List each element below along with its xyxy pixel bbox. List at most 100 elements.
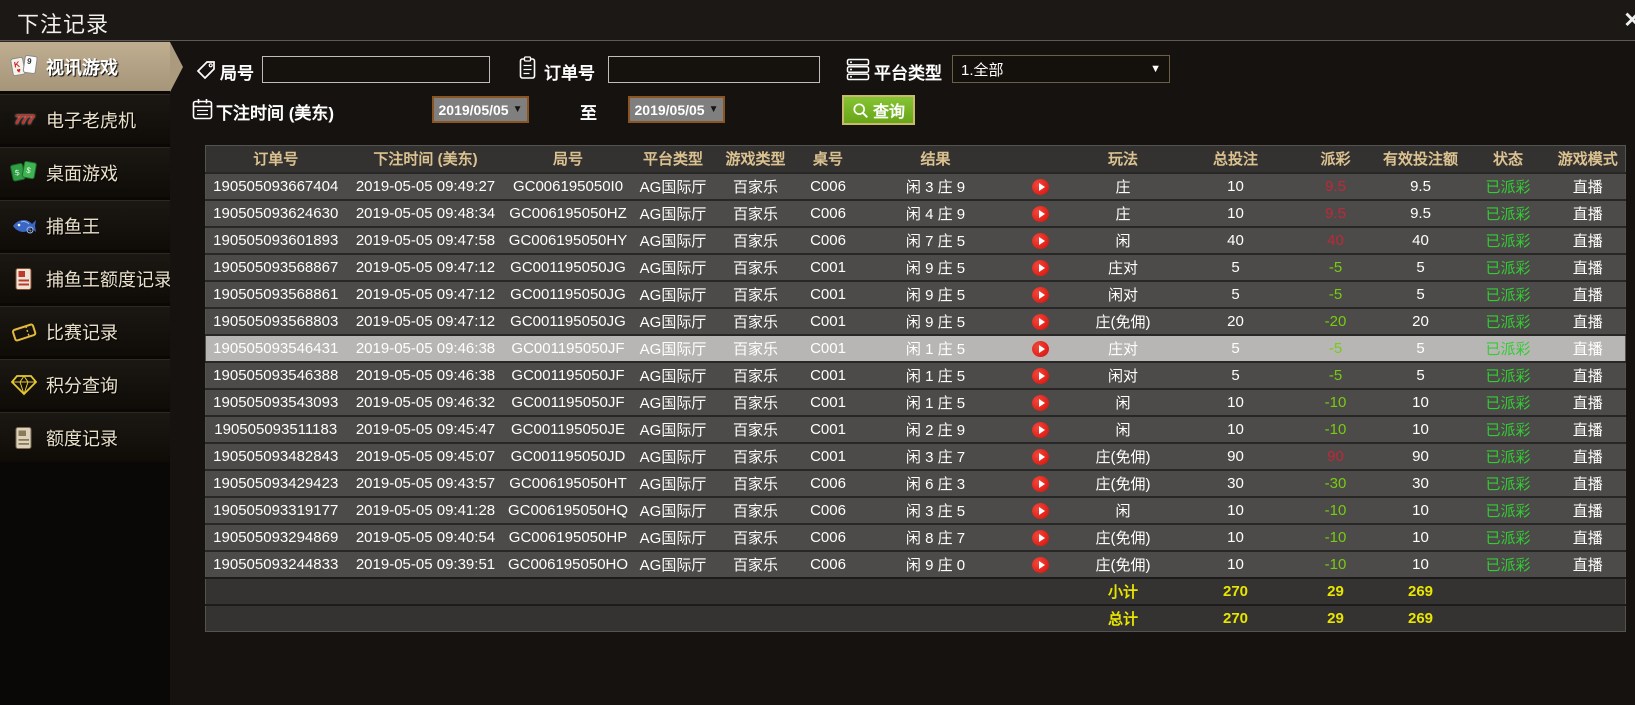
table-row[interactable]: 190505093601893 2019-05-05 09:47:58 GC0061… — [205, 225, 1626, 254]
table-row[interactable]: 190505093568867 2019-05-05 09:47:12 GC0011… — [205, 252, 1626, 281]
calendar-icon — [192, 98, 213, 120]
cell-valid: 5 — [1375, 360, 1466, 389]
sidebar-item-3[interactable]: + 捕鱼王 — [0, 200, 170, 250]
cell-time: 2019-05-05 09:45:47 — [345, 414, 506, 443]
sidebar-item-5[interactable]: 比赛记录 — [0, 306, 170, 356]
grand-total-spacer-right — [1465, 603, 1626, 632]
cell-play_type: 闲对 — [1070, 279, 1176, 308]
sidebar-item-label: 电子老虎机 — [46, 110, 136, 131]
cell-status: 已派彩 — [1465, 252, 1551, 281]
cell-mode: 直播 — [1550, 549, 1626, 578]
cell-valid: 10 — [1375, 549, 1466, 578]
col-header-playtype: 玩法 — [1070, 145, 1176, 173]
cell-total: 30 — [1175, 468, 1296, 497]
cell-valid: 5 — [1375, 333, 1466, 362]
cell-play_type: 庄 — [1070, 198, 1176, 227]
col-header-tableno: 桌号 — [795, 145, 861, 173]
cell-payout: -10 — [1295, 495, 1376, 524]
sidebar-item-4[interactable]: 捕鱼王额度记录 — [0, 253, 172, 303]
replay-play-icon[interactable] — [1032, 421, 1049, 438]
table-row[interactable]: 190505093244833 2019-05-05 09:39:51 GC0061… — [205, 549, 1626, 578]
table-row[interactable]: 190505093429423 2019-05-05 09:43:57 GC0061… — [205, 468, 1626, 497]
table-row[interactable]: 190505093624630 2019-05-05 09:48:34 GC0061… — [205, 198, 1626, 227]
cell-game: 百家乐 — [715, 198, 796, 227]
cell-round: GC006195050HQ — [505, 495, 631, 524]
order-number-input[interactable] — [608, 56, 820, 83]
titlebar: 下注记录 ✕ — [0, 0, 1635, 41]
cell-mode: 直播 — [1550, 495, 1626, 524]
cell-table_no: C006 — [795, 468, 861, 497]
replay-play-icon[interactable] — [1032, 556, 1049, 573]
cell-order: 190505093482843 — [205, 441, 346, 470]
sidebar-item-1[interactable]: 777 电子老虎机 — [0, 94, 170, 144]
cell-table_no: C001 — [795, 414, 861, 443]
cell-round: GC001195050JG — [505, 252, 631, 281]
replay-play-icon[interactable] — [1032, 502, 1049, 519]
table-row[interactable]: 190505093482843 2019-05-05 09:45:07 GC0011… — [205, 441, 1626, 470]
replay-play-icon[interactable] — [1032, 286, 1049, 303]
subtotal-spacer-right — [1465, 576, 1626, 605]
table-row[interactable]: 190505093511183 2019-05-05 09:45:47 GC0011… — [205, 414, 1626, 443]
date-to-picker[interactable]: 2019/05/05 ▼ — [628, 96, 725, 123]
replay-play-icon[interactable] — [1032, 232, 1049, 249]
sidebar-item-6[interactable]: 积分查询 — [0, 359, 170, 409]
cell-round: GC006195050I0 — [505, 171, 631, 200]
sidebar-item-label: 额度记录 — [46, 428, 118, 449]
cell-result: 闲 7 庄 5 — [860, 225, 1011, 254]
sidebar-item-label: 桌面游戏 — [46, 163, 118, 184]
cell-status: 已派彩 — [1465, 414, 1551, 443]
ticket-icon — [9, 319, 39, 345]
replay-play-icon[interactable] — [1032, 367, 1049, 384]
sidebar-item-7[interactable]: 额度记录 — [0, 412, 170, 462]
table-row[interactable]: 190505093568861 2019-05-05 09:47:12 GC0011… — [205, 279, 1626, 308]
cell-platform: AG国际厅 — [630, 387, 716, 416]
replay-play-icon[interactable] — [1032, 475, 1049, 492]
cell-payout: -20 — [1295, 306, 1376, 335]
cell-time: 2019-05-05 09:47:12 — [345, 279, 506, 308]
cell-order: 190505093568803 — [205, 306, 346, 335]
replay-play-icon[interactable] — [1032, 178, 1049, 195]
cell-mode: 直播 — [1550, 171, 1626, 200]
cell-status: 已派彩 — [1465, 306, 1551, 335]
replay-play-icon[interactable] — [1032, 340, 1049, 357]
clipboard-icon — [518, 56, 537, 80]
replay-play-icon[interactable] — [1032, 529, 1049, 546]
sidebar-item-2[interactable]: $ $ 桌面游戏 — [0, 147, 170, 197]
cell-play_type: 闲对 — [1070, 360, 1176, 389]
cell-platform: AG国际厅 — [630, 441, 716, 470]
table-row[interactable]: 190505093546388 2019-05-05 09:46:38 GC0011… — [205, 360, 1626, 389]
sidebar-item-0[interactable]: K ♥ 9 视讯游戏 — [0, 41, 183, 92]
cell-total: 20 — [1175, 306, 1296, 335]
cell-result: 闲 9 庄 5 — [860, 252, 1011, 281]
replay-play-icon[interactable] — [1032, 259, 1049, 276]
cell-total: 5 — [1175, 360, 1296, 389]
cell-result: 闲 3 庄 7 — [860, 441, 1011, 470]
platform-type-select[interactable]: 1.全部 ▼ — [952, 55, 1170, 83]
search-button[interactable]: 查询 — [842, 95, 916, 125]
cell-platform: AG国际厅 — [630, 225, 716, 254]
records-table: 订单号 下注时间 (美东) 局号 平台类型 游戏类型 桌号 结果 玩法 总投注 派彩 有效投注额 状态… — [205, 145, 1626, 632]
cell-result: 闲 9 庄 0 — [860, 549, 1011, 578]
table-row[interactable]: 190505093294869 2019-05-05 09:40:54 GC0061… — [205, 522, 1626, 551]
cell-platform: AG国际厅 — [630, 360, 716, 389]
replay-play-icon[interactable] — [1032, 205, 1049, 222]
table-row[interactable]: 190505093319177 2019-05-05 09:41:28 GC0061… — [205, 495, 1626, 524]
cell-payout: 9.5 — [1295, 171, 1376, 200]
cell-table_no: C006 — [795, 171, 861, 200]
cell-round: GC006195050HP — [505, 522, 631, 551]
table-row[interactable]: 190505093667404 2019-05-05 09:49:27 GC0061… — [205, 171, 1626, 200]
table-row[interactable]: 190505093543093 2019-05-05 09:46:32 GC0011… — [205, 387, 1626, 416]
round-number-input[interactable] — [262, 56, 490, 83]
table-row[interactable]: 190505093568803 2019-05-05 09:47:12 GC0011… — [205, 306, 1626, 335]
close-icon[interactable]: ✕ — [1623, 9, 1635, 32]
table-row[interactable]: 190505093546431 2019-05-05 09:46:38 GC0011… — [205, 333, 1626, 362]
svg-text:K: K — [13, 59, 20, 69]
replay-play-icon[interactable] — [1032, 448, 1049, 465]
cell-total: 5 — [1175, 279, 1296, 308]
date-from-picker[interactable]: 2019/05/05 ▼ — [432, 96, 529, 123]
col-header-total: 总投注 — [1175, 145, 1296, 173]
replay-play-icon[interactable] — [1032, 313, 1049, 330]
cell-round: GC001195050JG — [505, 306, 631, 335]
cell-mode: 直播 — [1550, 252, 1626, 281]
replay-play-icon[interactable] — [1032, 394, 1049, 411]
